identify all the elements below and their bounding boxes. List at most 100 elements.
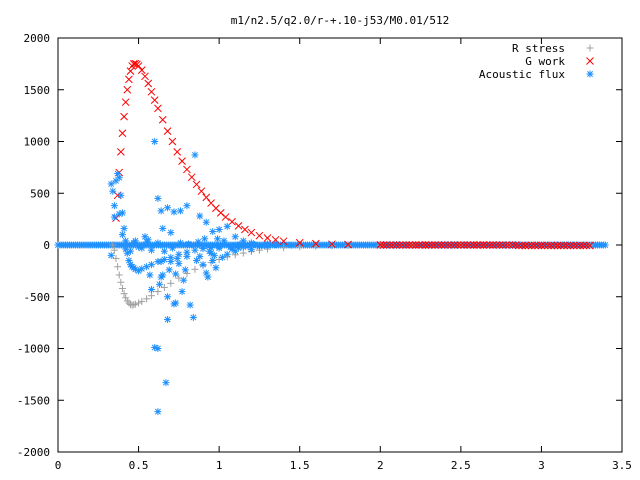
data-point bbox=[112, 254, 120, 262]
data-point bbox=[160, 247, 168, 255]
data-point bbox=[220, 237, 228, 245]
chart-title: m1/n2.5/q2.0/r-+.10-j53/M0.01/512 bbox=[231, 14, 450, 27]
data-point bbox=[469, 241, 478, 249]
data-point bbox=[508, 241, 517, 249]
x-tick-label: 1.5 bbox=[290, 459, 310, 472]
data-point bbox=[172, 299, 180, 307]
data-point bbox=[196, 252, 204, 260]
data-point bbox=[457, 241, 465, 249]
data-point bbox=[311, 239, 320, 248]
data-point bbox=[110, 246, 118, 254]
data-point bbox=[207, 249, 215, 257]
data-point bbox=[498, 241, 507, 249]
data-point bbox=[191, 265, 199, 273]
data-point bbox=[585, 241, 594, 250]
data-point bbox=[447, 241, 456, 249]
series-g-work-tail bbox=[376, 241, 591, 250]
legend-marker bbox=[586, 44, 594, 52]
data-point bbox=[247, 228, 256, 237]
data-point bbox=[550, 241, 559, 250]
data-point bbox=[231, 247, 239, 255]
data-point bbox=[135, 243, 143, 251]
data-point bbox=[466, 241, 475, 249]
data-point bbox=[168, 244, 176, 252]
data-point bbox=[202, 218, 210, 226]
data-point bbox=[263, 234, 272, 242]
data-point bbox=[463, 241, 472, 249]
data-point bbox=[453, 241, 462, 249]
data-point bbox=[344, 242, 352, 250]
data-point bbox=[221, 213, 230, 221]
data-point bbox=[534, 241, 543, 250]
data-point bbox=[199, 261, 207, 269]
data-point bbox=[511, 241, 520, 249]
data-point bbox=[482, 241, 491, 249]
data-point bbox=[185, 240, 193, 248]
data-point bbox=[295, 238, 304, 247]
data-point bbox=[431, 241, 439, 249]
data-point bbox=[255, 231, 264, 240]
x-tick-label: 2 bbox=[377, 459, 384, 472]
data-point bbox=[120, 112, 128, 121]
data-point bbox=[518, 241, 526, 250]
data-point bbox=[408, 241, 417, 249]
data-point bbox=[215, 244, 223, 252]
data-point bbox=[234, 221, 243, 230]
x-tick-label: 2.5 bbox=[451, 459, 471, 472]
data-point bbox=[122, 294, 130, 302]
data-point bbox=[176, 207, 184, 215]
data-point bbox=[191, 151, 199, 159]
y-tick-label: 500 bbox=[30, 187, 50, 200]
data-point bbox=[156, 280, 164, 288]
series-g-work bbox=[112, 59, 594, 250]
data-point bbox=[151, 138, 159, 145]
data-point bbox=[386, 241, 394, 249]
data-point bbox=[131, 59, 140, 68]
data-point bbox=[154, 239, 162, 247]
data-point bbox=[569, 241, 578, 250]
data-point bbox=[120, 224, 128, 232]
data-point bbox=[134, 62, 143, 70]
data-point bbox=[218, 253, 226, 261]
data-point bbox=[175, 260, 183, 268]
data-point bbox=[173, 147, 182, 156]
data-point bbox=[473, 241, 481, 249]
data-point bbox=[382, 241, 391, 249]
data-point bbox=[486, 241, 494, 249]
y-tick-label: 0 bbox=[43, 239, 50, 252]
data-point bbox=[553, 241, 562, 250]
data-point bbox=[123, 85, 132, 94]
data-point bbox=[502, 241, 510, 249]
data-point bbox=[167, 258, 175, 266]
data-point bbox=[236, 240, 244, 248]
data-point bbox=[344, 240, 352, 249]
data-point bbox=[170, 208, 178, 216]
data-point bbox=[202, 193, 211, 202]
data-point bbox=[141, 72, 149, 81]
data-point bbox=[125, 75, 133, 84]
data-point bbox=[191, 246, 199, 254]
data-point bbox=[328, 242, 336, 250]
data-point bbox=[154, 288, 162, 296]
data-point bbox=[165, 266, 173, 274]
data-point bbox=[209, 228, 217, 236]
data-point bbox=[172, 270, 180, 278]
data-point bbox=[573, 241, 581, 250]
data-point bbox=[147, 286, 155, 294]
data-point bbox=[154, 408, 162, 416]
data-point bbox=[424, 241, 433, 249]
data-point bbox=[376, 241, 385, 249]
data-point bbox=[144, 79, 153, 88]
data-point bbox=[122, 237, 130, 245]
data-point bbox=[296, 243, 304, 251]
data-point bbox=[183, 252, 191, 260]
data-point bbox=[540, 241, 549, 250]
data-point bbox=[186, 301, 194, 309]
data-point bbox=[167, 279, 175, 287]
data-point bbox=[117, 278, 125, 286]
data-point bbox=[160, 283, 168, 291]
data-point bbox=[163, 127, 172, 136]
data-point bbox=[129, 60, 138, 68]
data-point bbox=[118, 129, 127, 138]
